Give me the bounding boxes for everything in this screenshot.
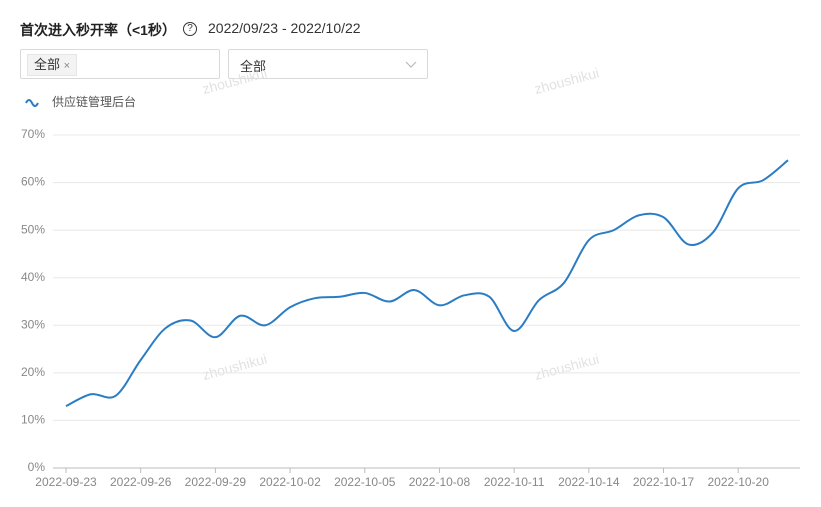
y-tick-label: 40% xyxy=(21,270,45,284)
x-tick-label: 2022-09-23 xyxy=(35,475,97,489)
y-tick-label: 30% xyxy=(21,317,45,331)
x-tick-label: 2022-10-14 xyxy=(558,475,620,489)
x-tick-label: 2022-10-11 xyxy=(484,475,545,489)
dropdown-text: 全部 xyxy=(240,59,267,74)
x-tick-label: 2022-09-26 xyxy=(110,475,172,489)
title: 首次进入秒开率（<1秒） xyxy=(20,22,176,38)
dropdown-arrow xyxy=(405,61,417,68)
date-range[interactable]: 2022/09/23 - 2022/10/22 xyxy=(208,20,361,36)
x-tick-label: 2022-10-05 xyxy=(334,475,396,489)
x-tick-label: 2022-10-02 xyxy=(259,475,321,489)
tag-close[interactable]: × xyxy=(63,60,71,72)
watermark: zhoushikui xyxy=(533,64,601,97)
x-tick-label: 2022-10-17 xyxy=(633,475,695,489)
help-icon[interactable]: ? xyxy=(183,22,197,36)
x-tick-label: 2022-10-20 xyxy=(708,475,770,489)
x-tick-label: 2022-10-08 xyxy=(409,475,471,489)
x-tick-label: 2022-09-29 xyxy=(185,475,247,489)
y-tick-label: 0% xyxy=(28,460,46,474)
dropdown[interactable]: 全部 xyxy=(228,49,428,79)
y-tick-label: 20% xyxy=(21,365,45,379)
line xyxy=(65,159,789,408)
y-tick-label: 60% xyxy=(21,175,45,189)
y-tick-label: 10% xyxy=(21,413,45,427)
tag: 全部 × xyxy=(27,54,78,76)
tag-text: 全部 xyxy=(34,57,61,72)
tag-select[interactable]: 全部 × xyxy=(20,49,220,79)
y-tick-label: 50% xyxy=(21,222,45,236)
legend-label: 供应链管理后台 xyxy=(52,94,136,109)
watermark: zhoushikui xyxy=(533,350,601,383)
legend-icon xyxy=(25,99,39,107)
y-tick-label: 70% xyxy=(21,127,45,141)
watermark: zhoushikui xyxy=(201,350,269,383)
